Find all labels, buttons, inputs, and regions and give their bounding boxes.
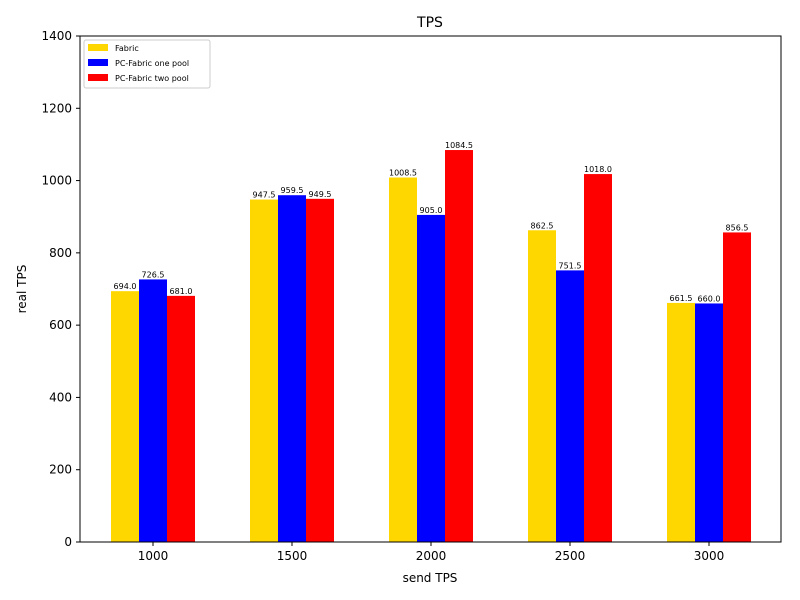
y-tick-label: 0 [64, 535, 72, 549]
data-label: 959.5 [281, 186, 304, 195]
x-tick-label: 2500 [555, 549, 586, 563]
y-tick-label: 600 [49, 318, 72, 332]
data-label: 1008.5 [389, 168, 417, 177]
data-label: 1018.0 [584, 165, 612, 174]
x-tick-label: 1000 [138, 549, 169, 563]
data-label: 661.5 [670, 294, 693, 303]
x-tick-label: 3000 [694, 549, 725, 563]
bar [306, 198, 334, 542]
y-tick-label: 800 [49, 246, 72, 260]
y-tick-label: 1000 [41, 174, 72, 188]
x-axis-label: send TPS [403, 571, 458, 585]
data-label: 1084.5 [445, 141, 473, 150]
legend-swatch [88, 74, 108, 81]
bar [278, 195, 306, 542]
legend-swatch [88, 59, 108, 66]
bar [417, 214, 445, 542]
data-label: 862.5 [531, 221, 554, 230]
data-label: 726.5 [142, 270, 165, 279]
data-labels-layer: 694.0 726.5 681.0 947.5 959.5 949.5 1008.5 905.… [114, 141, 749, 303]
bar [723, 232, 751, 542]
y-axis-label: real TPS [15, 265, 29, 314]
data-label: 947.5 [253, 191, 276, 200]
legend-label: Fabric [115, 44, 139, 53]
data-label: 949.5 [309, 190, 332, 199]
bar [556, 270, 584, 542]
y-axis: 0 200 400 600 800 1000 1200 1400 [41, 29, 80, 549]
legend-box [83, 39, 211, 89]
bar [667, 302, 695, 542]
bar [139, 279, 167, 542]
data-label: 751.5 [559, 261, 582, 270]
legend-swatch [88, 44, 108, 51]
data-label: 681.0 [170, 287, 193, 296]
data-label: 694.0 [114, 282, 137, 291]
x-tick-label: 2000 [416, 549, 447, 563]
bar [250, 199, 278, 542]
y-tick-label: 1200 [41, 101, 72, 115]
y-tick-label: 1400 [41, 29, 72, 43]
chart-title: TPS [416, 15, 443, 31]
y-tick-label: 200 [49, 463, 72, 477]
x-axis: 1000 1500 2000 2500 3000 [138, 542, 725, 563]
legend-label: PC-Fabric one pool [115, 59, 189, 68]
legend: Fabric PC-Fabric one pool PC-Fabric two po… [83, 39, 211, 89]
data-label: 905.0 [420, 206, 443, 215]
bar [528, 230, 556, 542]
data-label: 660.0 [698, 294, 721, 303]
bar [584, 174, 612, 542]
x-tick-label: 1500 [277, 549, 308, 563]
bars-layer [111, 150, 751, 543]
legend-label: PC-Fabric two pool [115, 74, 189, 83]
bar [389, 177, 417, 543]
bar [695, 303, 723, 542]
bar [111, 291, 139, 542]
bar [167, 295, 195, 542]
y-tick-label: 400 [49, 390, 72, 404]
bar [445, 150, 473, 543]
data-label: 856.5 [726, 223, 749, 232]
